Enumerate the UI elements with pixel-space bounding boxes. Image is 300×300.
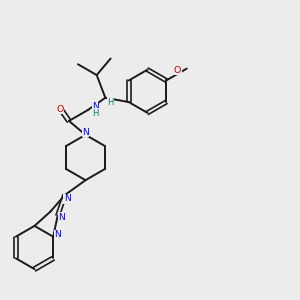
Text: O: O [57, 105, 64, 114]
Text: N: N [64, 194, 70, 203]
Text: N: N [82, 128, 89, 137]
Text: N: N [54, 230, 61, 239]
Text: N: N [92, 102, 99, 111]
Text: O: O [174, 66, 181, 75]
Text: N: N [58, 213, 65, 222]
Text: H: H [92, 109, 99, 118]
Text: H: H [108, 98, 114, 107]
